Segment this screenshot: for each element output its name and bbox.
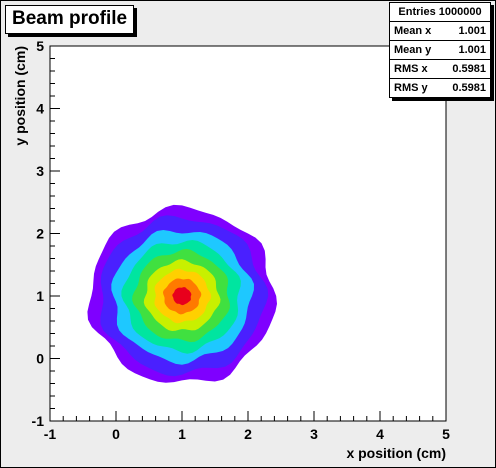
stats-label: RMS x: [394, 60, 428, 78]
x-tick-label: 2: [244, 426, 252, 442]
y-tick-label: 3: [36, 163, 44, 179]
stats-row-rms-x: RMS x 0.5981: [390, 60, 490, 79]
stats-value: 1.001: [458, 41, 486, 59]
x-axis-title: x position (cm): [346, 445, 446, 461]
y-tick-label: 0: [36, 351, 44, 367]
stats-label: Mean x: [394, 22, 431, 40]
x-tick-label: 5: [442, 426, 450, 442]
stats-value: 0.5981: [452, 79, 486, 97]
stats-value: 1.001: [458, 22, 486, 40]
y-tick-label: 1: [36, 288, 44, 304]
y-tick-label: 5: [36, 38, 44, 54]
stats-row-rms-y: RMS y 0.5981: [390, 79, 490, 97]
stats-row-mean-y: Mean y 1.001: [390, 41, 490, 60]
y-tick-label: 2: [36, 226, 44, 242]
stats-header: Entries 1000000: [390, 3, 490, 22]
chart-title: Beam profile: [5, 5, 134, 34]
stats-label: Mean y: [394, 41, 431, 59]
x-tick-label: 4: [376, 426, 384, 442]
stats-value: 0.5981: [452, 60, 486, 78]
y-axis-title: y position (cm): [12, 46, 28, 146]
x-tick-label: -1: [44, 426, 57, 442]
y-tick-label: 4: [36, 101, 44, 117]
x-tick-label: 0: [112, 426, 120, 442]
stats-box: Entries 1000000 Mean x 1.001 Mean y 1.00…: [389, 2, 491, 98]
x-tick-label: 1: [178, 426, 186, 442]
y-tick-label: -1: [32, 413, 45, 429]
stats-row-mean-x: Mean x 1.001: [390, 22, 490, 41]
stats-label: RMS y: [394, 79, 428, 97]
x-tick-label: 3: [310, 426, 318, 442]
